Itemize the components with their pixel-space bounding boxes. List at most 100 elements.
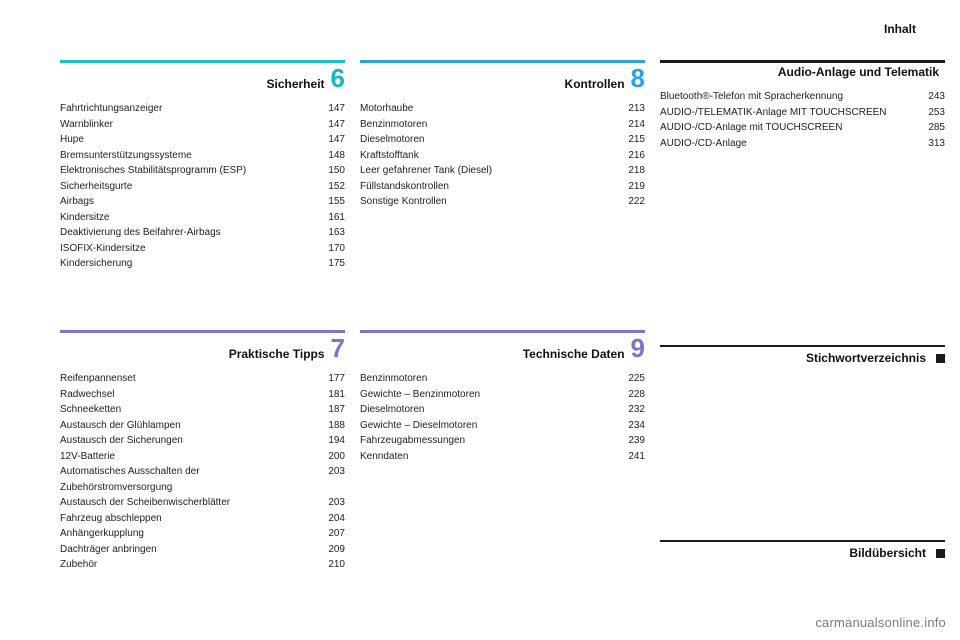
- toc-entry-page: 194: [315, 433, 345, 449]
- section-head: Sicherheit 6: [60, 65, 345, 91]
- toc-entry-page: 213: [615, 101, 645, 117]
- toc-entry-label: Schneeketten: [60, 402, 315, 418]
- toc-entry[interactable]: Benzinmotoren225: [360, 371, 645, 387]
- toc-entry-label: Fahrzeug abschleppen: [60, 511, 315, 527]
- toc-entry-label: Zubehör: [60, 557, 315, 573]
- toc-entry-page: 181: [315, 387, 345, 403]
- toc-entry[interactable]: AUDIO-/CD-Anlage mit TOUCHSCREEN285: [660, 120, 945, 136]
- toc-entry[interactable]: Füllstandskontrollen219: [360, 179, 645, 195]
- toc-entry[interactable]: Bremsunterstützungssysteme148: [60, 148, 345, 164]
- index-row: Bildübersicht: [660, 546, 945, 560]
- toc-entry-page: 203: [315, 464, 345, 495]
- toc-entry[interactable]: Gewichte – Dieselmotoren234: [360, 418, 645, 434]
- index-rule: [660, 540, 945, 542]
- chapter-number: 8: [631, 65, 645, 91]
- toc-entry-page: 218: [615, 163, 645, 179]
- toc-entry-page: 161: [315, 210, 345, 226]
- toc-entry[interactable]: Austausch der Scheibenwischerblätter203: [60, 495, 345, 511]
- toc-entry-label: Elektronisches Stabilitätsprogramm (ESP): [60, 163, 315, 179]
- toc-entry[interactable]: AUDIO-/CD-Anlage313: [660, 136, 945, 152]
- toc-entry-page: 148: [315, 148, 345, 164]
- section-head: Technische Daten 9: [360, 335, 645, 361]
- section-kontrollen: Kontrollen 8 Motorhaube213Benzinmotoren2…: [360, 60, 645, 210]
- page-root: Inhalt Sicherheit 6 Fahrtrichtungsanzeig…: [0, 0, 960, 640]
- toc-entry-label: Bluetooth®-Telefon mit Spracherkennung: [660, 89, 915, 105]
- toc-entry-label: Hupe: [60, 132, 315, 148]
- toc-entry[interactable]: ISOFIX-Kindersitze170: [60, 241, 345, 257]
- toc-entry[interactable]: 12V-Batterie200: [60, 449, 345, 465]
- toc-entry[interactable]: Dieselmotoren215: [360, 132, 645, 148]
- section-title: Praktische Tipps: [60, 347, 325, 361]
- toc-entry-label: AUDIO-/TELEMATIK-Anlage MIT TOUCHSCREEN: [660, 105, 915, 121]
- toc-entry[interactable]: Dieselmotoren232: [360, 402, 645, 418]
- index-row: Stichwortverzeichnis: [660, 351, 945, 365]
- toc-entry[interactable]: Anhängerkupplung207: [60, 526, 345, 542]
- section-sicherheit: Sicherheit 6 Fahrtrichtungsanzeiger147Wa…: [60, 60, 345, 272]
- index-stichwortverzeichnis: Stichwortverzeichnis: [660, 345, 945, 365]
- section-rule: [60, 330, 345, 333]
- watermark-text: carmanualsonline.info: [815, 615, 946, 630]
- toc-entry-label: AUDIO-/CD-Anlage: [660, 136, 915, 152]
- toc-entry-page: 147: [315, 117, 345, 133]
- toc-entry[interactable]: Kraftstofftank216: [360, 148, 645, 164]
- toc-entry-page: 170: [315, 241, 345, 257]
- toc-entry[interactable]: Sicherheitsgurte152: [60, 179, 345, 195]
- toc-entry[interactable]: Leer gefahrener Tank (Diesel)218: [360, 163, 645, 179]
- toc-entry[interactable]: Automatisches Ausschalten der Zubehörstr…: [60, 464, 345, 495]
- toc-entry-page: 200: [315, 449, 345, 465]
- section-rule: [660, 60, 945, 63]
- toc-entry-label: Automatisches Ausschalten der Zubehörstr…: [60, 464, 315, 495]
- toc-entry[interactable]: Warnblinker147: [60, 117, 345, 133]
- toc-entry[interactable]: Hupe147: [60, 132, 345, 148]
- toc-entry[interactable]: Fahrtrichtungsanzeiger147: [60, 101, 345, 117]
- toc-entry[interactable]: Gewichte – Benzinmotoren228: [360, 387, 645, 403]
- toc-entry-label: Kindersitze: [60, 210, 315, 226]
- toc-entry-page: 204: [315, 511, 345, 527]
- toc-entry[interactable]: Sonstige Kontrollen222: [360, 194, 645, 210]
- toc-entry[interactable]: Elektronisches Stabilitätsprogramm (ESP)…: [60, 163, 345, 179]
- toc-entry[interactable]: Schneeketten187: [60, 402, 345, 418]
- toc-entry-label: Anhängerkupplung: [60, 526, 315, 542]
- toc-entry-page: 163: [315, 225, 345, 241]
- toc-entry-label: Motorhaube: [360, 101, 615, 117]
- toc-entry[interactable]: Kindersicherung175: [60, 256, 345, 272]
- toc-entry[interactable]: Deaktivierung des Beifahrer-Airbags163: [60, 225, 345, 241]
- toc-entry[interactable]: Reifenpannenset177: [60, 371, 345, 387]
- toc-entry-label: Leer gefahrener Tank (Diesel): [360, 163, 615, 179]
- section-rule: [60, 60, 345, 63]
- toc-entry[interactable]: Benzinmotoren214: [360, 117, 645, 133]
- toc-entry[interactable]: Fahrzeugabmessungen239: [360, 433, 645, 449]
- toc-entry-page: 203: [315, 495, 345, 511]
- toc-entry[interactable]: Austausch der Sicherungen194: [60, 433, 345, 449]
- section-title: Technische Daten: [360, 347, 625, 361]
- entries-list: Motorhaube213Benzinmotoren214Dieselmotor…: [360, 101, 645, 210]
- toc-entry-label: Warnblinker: [60, 117, 315, 133]
- toc-entry[interactable]: Radwechsel181: [60, 387, 345, 403]
- toc-entry[interactable]: Zubehör210: [60, 557, 345, 573]
- toc-entry-label: AUDIO-/CD-Anlage mit TOUCHSCREEN: [660, 120, 915, 136]
- toc-entry[interactable]: Bluetooth®-Telefon mit Spracherkennung24…: [660, 89, 945, 105]
- index-title: Bildübersicht: [660, 546, 926, 560]
- page-header-title: Inhalt: [884, 22, 916, 36]
- toc-entry[interactable]: Kenndaten241: [360, 449, 645, 465]
- toc-entry-label: Kindersicherung: [60, 256, 315, 272]
- toc-entry[interactable]: Austausch der Glühlampen188: [60, 418, 345, 434]
- toc-entry[interactable]: Kindersitze161: [60, 210, 345, 226]
- toc-entry-page: 210: [315, 557, 345, 573]
- section-head: Audio-Anlage und Telematik: [660, 65, 945, 79]
- toc-entry-label: Dieselmotoren: [360, 132, 615, 148]
- section-title: Sicherheit: [60, 77, 325, 91]
- toc-entry[interactable]: Airbags155: [60, 194, 345, 210]
- toc-entry-page: 215: [615, 132, 645, 148]
- toc-entry[interactable]: AUDIO-/TELEMATIK-Anlage MIT TOUCHSCREEN2…: [660, 105, 945, 121]
- toc-entry[interactable]: Fahrzeug abschleppen204: [60, 511, 345, 527]
- section-rule: [360, 330, 645, 333]
- section-head: Kontrollen 8: [360, 65, 645, 91]
- chapter-number: 9: [631, 335, 645, 361]
- index-rule: [660, 345, 945, 347]
- index-title: Stichwortverzeichnis: [660, 351, 926, 365]
- toc-entry-page: 152: [315, 179, 345, 195]
- toc-entry[interactable]: Dachträger anbringen209: [60, 542, 345, 558]
- toc-entry[interactable]: Motorhaube213: [360, 101, 645, 117]
- section-title: Audio-Anlage und Telematik: [660, 65, 939, 79]
